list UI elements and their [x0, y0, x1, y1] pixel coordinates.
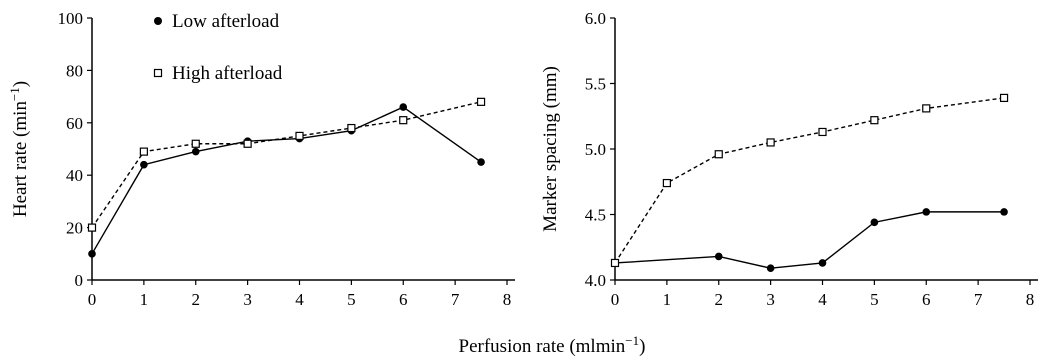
right-series-1-point	[766, 138, 775, 147]
left-x-tick-label: 3	[243, 290, 252, 309]
right-series-0-point	[818, 259, 827, 267]
left-series-1-point	[139, 147, 148, 156]
right-x-tick-label: 3	[766, 290, 775, 309]
right-series-1-point	[610, 258, 620, 268]
left-y-tick-label: 80	[66, 61, 83, 80]
right-x-tick-label: 5	[870, 290, 879, 309]
right-series-1-line	[614, 97, 1005, 264]
legend-item-low-afterload: Low afterload	[154, 11, 280, 32]
left-series-1-point	[243, 139, 252, 148]
right-series-1-point	[818, 127, 827, 137]
right-series-1-point	[714, 150, 723, 159]
legend-label-low-afterload: Low afterload	[172, 11, 280, 32]
left-series-1-point	[191, 139, 200, 148]
left-y-tick-label: 0	[75, 271, 84, 290]
right-y-tick-label: 5.5	[585, 75, 606, 94]
left-x-tick-label: 5	[347, 290, 356, 309]
right-ticks: 0 1 2 3 4 5 6 7 8 4.0 4.5 5.0 5.5 6.0	[585, 9, 1035, 309]
right-series-0-line	[614, 211, 1005, 269]
legend-marker-open-square-icon	[153, 68, 163, 78]
left-series-1-point	[87, 223, 97, 232]
left-y-tick-label: 60	[66, 114, 83, 133]
left-y-tick-label: 40	[66, 166, 83, 185]
shared-x-axis-label: Perfusion rate (mlmin−1)	[459, 333, 646, 357]
right-x-tick-label: 1	[663, 290, 672, 309]
left-series-0-point	[399, 103, 408, 111]
legend-item-high-afterload: High afterload	[153, 63, 283, 84]
legend-marker-filled-circle-icon	[154, 17, 162, 25]
left-series-0-point	[191, 147, 200, 156]
left-x-tick-label: 6	[399, 290, 408, 309]
right-series-0-point	[922, 208, 931, 216]
right-series-1-point	[999, 93, 1009, 103]
left-series	[87, 97, 486, 258]
right-x-tick-label: 0	[611, 290, 620, 309]
marker-spacing-chart: 0 1 2 3 4 5 6 7 8 4.0 4.5 5.0 5.5 6.0 Marker spacing …	[540, 9, 1038, 309]
left-x-tick-label: 1	[140, 290, 149, 309]
right-y-tick-label: 5.0	[585, 140, 606, 159]
right-series-0-point	[766, 264, 775, 273]
right-y-tick-label: 4.0	[585, 271, 606, 290]
left-series-1-point	[347, 123, 356, 133]
legend: Low afterload High afterload	[153, 11, 283, 84]
right-x-tick-label: 4	[818, 290, 827, 309]
right-series-1-point	[922, 104, 931, 113]
left-y-tick-label: 100	[58, 9, 84, 28]
left-x-tick-label: 8	[503, 290, 512, 309]
left-series-1-line	[91, 101, 482, 228]
left-y-tick-label: 20	[66, 219, 83, 238]
right-y-axis-label: Marker spacing (mm)	[540, 66, 561, 232]
right-y-tick-label: 4.5	[585, 206, 606, 225]
right-x-tick-label: 6	[922, 290, 931, 309]
left-series-0-line	[91, 106, 482, 255]
left-series-0-point	[477, 158, 485, 166]
left-x-tick-label: 7	[451, 290, 460, 309]
left-x-tick-label: 2	[192, 290, 201, 309]
left-series-0-point	[88, 250, 96, 258]
right-series-0-point	[714, 252, 723, 261]
right-series	[610, 93, 1009, 273]
right-x-tick-label: 2	[715, 290, 724, 309]
left-series-1-point	[399, 116, 408, 125]
right-series-0-point	[1000, 208, 1008, 216]
left-series-1-point	[295, 131, 304, 140]
right-x-tick-label: 8	[1026, 290, 1035, 309]
left-series-1-point	[476, 97, 486, 106]
right-series-1-point	[662, 178, 671, 188]
right-y-tick-label: 6.0	[585, 9, 606, 28]
right-series-0-point	[870, 218, 879, 227]
legend-label-high-afterload: High afterload	[172, 63, 283, 84]
left-x-tick-label: 4	[295, 290, 304, 309]
left-series-0-point	[140, 160, 148, 169]
left-x-tick-label: 0	[88, 290, 97, 309]
right-series-1-point	[870, 116, 879, 125]
left-y-axis-label: Heart rate (min−1)	[7, 81, 31, 217]
right-x-tick-label: 7	[974, 290, 983, 309]
